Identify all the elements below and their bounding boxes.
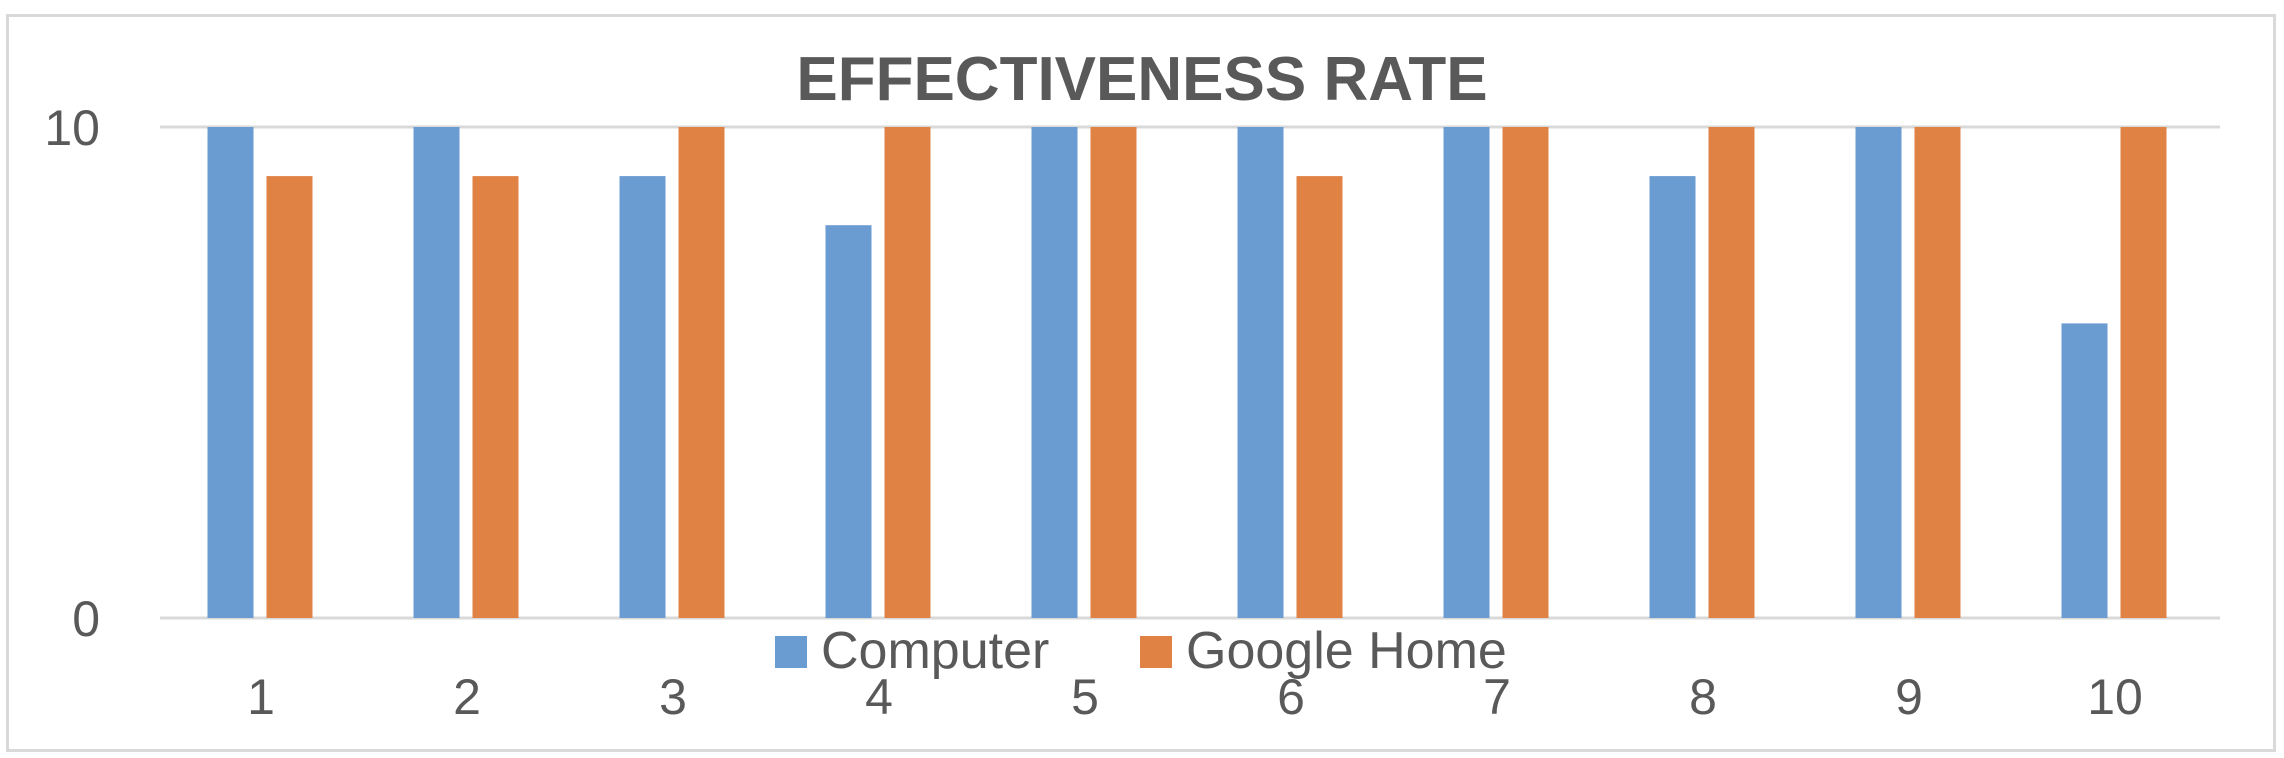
bar-computer-4 [825,225,872,618]
x-tick-label: 3 [659,669,687,725]
x-tick-label: 6 [1277,669,1305,725]
x-tick-label: 10 [2087,669,2143,725]
legend-label-google-home: Google Home [1186,622,1507,680]
legend-swatch-google-home [1140,636,1172,668]
bar-google-home-7 [1502,127,1549,618]
bar-computer-10 [2061,323,2108,618]
x-tick-label: 8 [1689,669,1717,725]
gridlines [160,125,2220,620]
bar-google-home-10 [2120,127,2167,618]
y-axis-ticks: 0 10 [44,100,100,647]
bar-computer-7 [1443,127,1490,618]
bar-computer-9 [1855,127,1902,618]
x-axis-ticks: 1 2 3 4 5 6 7 8 9 10 [247,669,2143,725]
bar-computer-5 [1031,127,1078,618]
bar-google-home-1 [266,176,313,618]
bar-computer-3 [619,176,666,618]
bar-google-home-4 [884,127,931,618]
y-tick-label: 10 [44,100,100,156]
bar-computer-8 [1649,176,1696,618]
x-tick-label: 5 [1071,669,1099,725]
legend-label-computer: Computer [821,622,1049,680]
y-tick-label: 0 [72,591,100,647]
bar-google-home-3 [678,127,725,618]
chart-title: EFFECTIVENESS RATE [796,45,1487,114]
legend: Computer Google Home [775,622,1507,680]
bars [207,127,2167,618]
bar-google-home-8 [1708,127,1755,618]
x-tick-label: 1 [247,669,275,725]
x-tick-label: 4 [865,669,893,725]
bar-computer-6 [1237,127,1284,618]
bar-computer-1 [207,127,254,618]
legend-swatch-computer [775,636,807,668]
x-tick-label: 7 [1483,669,1511,725]
x-tick-label: 9 [1895,669,1923,725]
bar-google-home-6 [1296,176,1343,618]
x-tick-label: 2 [453,669,481,725]
bar-google-home-5 [1090,127,1137,618]
bar-google-home-2 [472,176,519,618]
bar-google-home-9 [1914,127,1961,618]
bar-computer-2 [413,127,460,618]
